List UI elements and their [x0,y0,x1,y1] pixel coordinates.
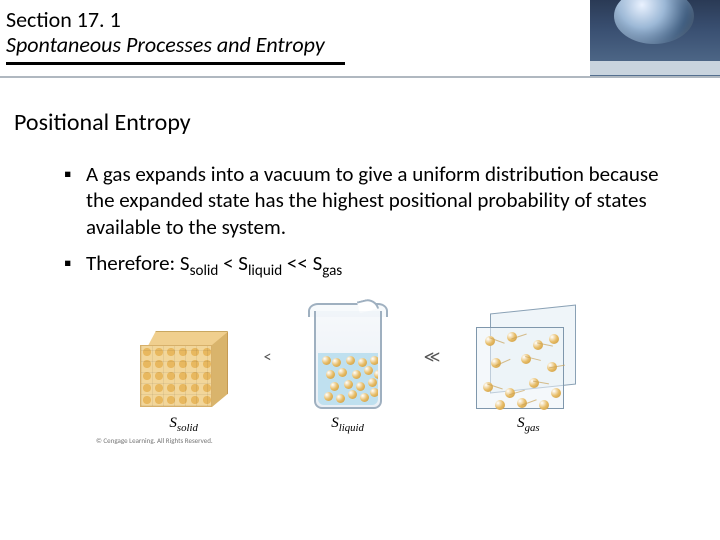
title-underline [6,62,345,65]
slide-header: Section 17. 1 Spontaneous Processes and … [0,0,720,78]
spacer [0,78,720,90]
figure-solid: Ssolid [140,331,228,434]
figure-row: Ssolid < Sliquid ≪ Sgas [0,299,720,434]
figure-label-solid: Ssolid [169,415,198,434]
bullet-text: A gas expands into a vacuum to give a un… [86,161,676,240]
content-area: ▪ A gas expands into a vacuum to give a … [0,137,720,281]
figure-gas: Sgas [476,309,580,434]
header-bottom-strip [590,61,720,75]
bullet-text: Therefore: Ssolid < Sliquid << Sgas [86,250,676,281]
section-title: Spontaneous Processes and Entropy [6,31,590,58]
bullet-marker-icon: ▪ [64,250,86,281]
much-less-than-symbol: ≪ [424,347,441,385]
header-text-block: Section 17. 1 Spontaneous Processes and … [0,0,590,76]
bullet-marker-icon: ▪ [64,161,86,240]
beaker-icon [308,299,388,409]
solid-cube-icon [140,331,228,409]
less-than-symbol: < [264,348,272,385]
gas-box-icon [476,309,580,409]
figure-label-liquid: Sliquid [331,415,364,434]
slide-title: Positional Entropy [0,90,720,137]
copyright-text: © Cengage Learning. All Rights Reserved. [0,436,720,445]
section-number: Section 17. 1 [6,6,590,33]
figure-liquid: Sliquid [308,299,388,434]
bullet-item: ▪ Therefore: Ssolid < Sliquid << Sgas [64,250,676,281]
sphere-decoration-icon [614,0,694,44]
bullet-item: ▪ A gas expands into a vacuum to give a … [64,161,676,240]
header-decoration [590,0,720,76]
figure-label-gas: Sgas [517,415,540,434]
